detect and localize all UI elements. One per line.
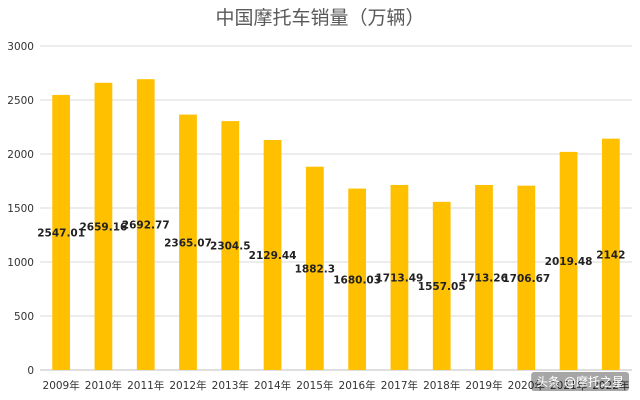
x-tick-label: 2019年 xyxy=(465,379,502,392)
x-tick-label: 2011年 xyxy=(127,379,164,392)
bar xyxy=(52,94,71,371)
x-tick-label: 2009年 xyxy=(43,379,80,392)
chart-title: 中国摩托车销量（万辆） xyxy=(215,7,424,29)
watermark-background xyxy=(531,372,629,391)
data-label: 2547.01 xyxy=(37,227,85,239)
bar xyxy=(94,82,113,370)
x-axis: 2009年 2010年 2011年 2012年 2013年 2014年 2015年 2016年… xyxy=(43,379,630,392)
y-tick-label: 2000 xyxy=(7,149,34,161)
bars xyxy=(52,79,620,371)
bar xyxy=(390,184,409,370)
data-label: 2142 xyxy=(596,249,625,261)
x-tick-label: 2020年 xyxy=(508,379,545,392)
bar xyxy=(517,185,536,370)
watermark-text: 头条 @摩托之星 xyxy=(536,374,624,389)
bar xyxy=(221,121,240,370)
data-label: 1713.26 xyxy=(460,272,508,284)
y-tick-label: 1000 xyxy=(7,257,34,269)
data-label: 2365.07 xyxy=(164,237,212,249)
bar xyxy=(179,114,197,370)
x-tick-label: 2014年 xyxy=(254,379,291,392)
bar xyxy=(348,188,367,370)
x-tick-label: 2015年 xyxy=(296,379,333,392)
watermark: 头条 @摩托之星 xyxy=(531,372,629,391)
bar xyxy=(475,184,493,370)
y-tick-label: 2500 xyxy=(7,95,34,107)
bar xyxy=(263,140,282,370)
x-tick-label: 2018年 xyxy=(423,379,460,392)
x-tick-label: 2010年 xyxy=(85,379,122,392)
bar xyxy=(305,166,324,370)
data-label: 1557.05 xyxy=(418,281,466,293)
data-label: 2304.5 xyxy=(210,241,251,253)
x-tick-label: 2017年 xyxy=(381,379,418,392)
data-label: 2659.16 xyxy=(80,221,128,233)
y-tick-label: 500 xyxy=(14,311,34,323)
data-label: 1680.03 xyxy=(333,274,381,286)
y-tick-label: 3000 xyxy=(7,41,34,53)
x-tick-label: 2021年 xyxy=(550,379,587,392)
data-label: 2129.44 xyxy=(249,250,297,262)
data-label: 2019.48 xyxy=(545,256,593,268)
x-tick-label: 2012年 xyxy=(169,379,206,392)
data-label: 1882.3 xyxy=(295,263,336,275)
data-label: 1706.67 xyxy=(502,273,550,285)
bar xyxy=(601,138,620,370)
gridlines xyxy=(40,45,632,371)
bar xyxy=(432,201,451,370)
x-tick-label: 2013年 xyxy=(212,379,249,392)
data-label: 1713.49 xyxy=(376,272,424,284)
x-tick-label: 2016年 xyxy=(339,379,376,392)
y-axis: 0 500 1000 1500 2000 2500 3000 xyxy=(7,41,34,377)
bar xyxy=(136,79,155,370)
x-tick-label: 2022年 xyxy=(592,379,629,392)
data-label: 2692.77 xyxy=(122,220,170,232)
y-tick-label: 0 xyxy=(27,365,34,377)
y-tick-label: 1500 xyxy=(7,203,34,215)
bar xyxy=(559,151,578,370)
